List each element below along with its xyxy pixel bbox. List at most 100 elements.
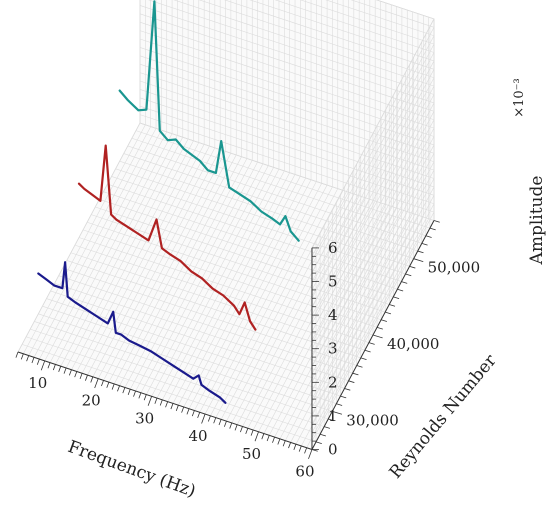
grid-line-back-z bbox=[139, 47, 435, 146]
y-tick-mark bbox=[397, 288, 404, 292]
x-axis-title: Frequency (Hz) bbox=[65, 437, 198, 502]
grid-line-side-z bbox=[311, 186, 435, 417]
x-tick-mark bbox=[181, 406, 185, 413]
y-tick-mark bbox=[413, 258, 424, 262]
x-tick-mark bbox=[254, 431, 259, 442]
grid-line-side-z bbox=[311, 144, 435, 375]
x-tick-mark bbox=[36, 358, 40, 365]
z-tick-label: 1 bbox=[328, 407, 338, 425]
grid-line-floor-y bbox=[115, 168, 410, 267]
x-tick-mark bbox=[165, 401, 169, 408]
x-tick-label: 60 bbox=[295, 463, 314, 481]
y-tick-mark bbox=[360, 357, 367, 361]
grid-line-side-z bbox=[311, 43, 435, 274]
x-tick-mark bbox=[90, 376, 94, 383]
grid-line-floor-y bbox=[135, 130, 431, 229]
x-tick-label: 20 bbox=[82, 392, 101, 410]
grid-line-back-z bbox=[139, 89, 435, 188]
x-tick-mark bbox=[58, 366, 62, 372]
x-tick-mark bbox=[266, 435, 270, 442]
x-tick-mark bbox=[175, 405, 179, 411]
grid-line-floor-y bbox=[21, 344, 317, 443]
grid-line-back-z bbox=[139, 105, 435, 205]
y-tick-mark bbox=[385, 311, 392, 315]
x-tick-mark bbox=[79, 373, 83, 380]
x-tick-mark bbox=[117, 385, 120, 392]
y-tick-mark bbox=[433, 220, 440, 223]
grid-line-floor-y bbox=[95, 206, 390, 305]
grid-line-back-z bbox=[274, 0, 435, 53]
x-axis-line bbox=[17, 351, 313, 450]
grid-line-back-z bbox=[300, 0, 435, 45]
y-tick-mark bbox=[372, 334, 383, 339]
x-tick-mark bbox=[85, 374, 88, 381]
x-tick-mark bbox=[127, 389, 131, 396]
grid-line-side-z bbox=[311, 27, 435, 257]
z-tick-label: 3 bbox=[328, 340, 338, 358]
x-tick-mark bbox=[133, 390, 136, 397]
grid-line-side-z bbox=[311, 69, 435, 299]
grid-line-back-z bbox=[139, 38, 435, 137]
grid-line-back-z bbox=[139, 13, 435, 112]
x-tick-mark bbox=[288, 442, 291, 449]
x-tick-mark bbox=[272, 436, 275, 443]
grid-line-floor-y bbox=[82, 229, 378, 328]
grid-line-side-z bbox=[311, 77, 435, 307]
z-tick-label: 2 bbox=[328, 373, 338, 391]
grid-line-back-z bbox=[139, 55, 435, 154]
y-tick-mark bbox=[376, 327, 383, 330]
grid-line-floor-y bbox=[62, 267, 357, 366]
grid-line-floor-y bbox=[119, 160, 414, 259]
x-tick-mark bbox=[106, 382, 110, 388]
y-tick-mark bbox=[364, 349, 371, 353]
y-tick-mark bbox=[421, 243, 428, 246]
x-tick-mark bbox=[223, 421, 227, 427]
x-tick-mark bbox=[197, 412, 201, 419]
y-tick-mark bbox=[389, 304, 396, 307]
grid-line-side-z bbox=[311, 60, 435, 291]
grid-line-floor-y bbox=[127, 145, 422, 244]
z-axis-multiplier: ×10⁻³ bbox=[512, 78, 527, 118]
grid-line-floor-y bbox=[87, 221, 382, 321]
x-tick-mark bbox=[218, 419, 222, 426]
grid-line-floor-y bbox=[50, 290, 345, 389]
series-line-40000 bbox=[77, 144, 257, 331]
x-tick-mark bbox=[234, 424, 238, 431]
grid-line-back-z bbox=[139, 122, 435, 221]
grid-line-side-z bbox=[311, 127, 435, 358]
x-tick-mark bbox=[147, 396, 152, 406]
grid-line-back-z bbox=[375, 0, 435, 20]
x-tick-mark bbox=[277, 438, 281, 445]
grid-line-floor-y bbox=[54, 283, 349, 382]
y-tick-mark bbox=[417, 250, 424, 254]
z-axis-title: Amplitude bbox=[527, 176, 547, 266]
z-tick-label: 5 bbox=[328, 273, 338, 291]
grid-line-side-z bbox=[311, 102, 435, 333]
grid-line-back-z bbox=[224, 0, 435, 70]
x-tick-mark bbox=[240, 426, 243, 433]
grid-line-floor-y bbox=[78, 237, 374, 336]
y-tick-mark bbox=[356, 365, 363, 368]
x-tick-mark bbox=[52, 364, 56, 371]
y-tick-mark bbox=[380, 319, 387, 322]
grid-line-side-z bbox=[311, 85, 435, 316]
tick-marks bbox=[15, 220, 440, 460]
y-tick-mark bbox=[401, 281, 408, 284]
y-tick-label: 40,000 bbox=[387, 335, 440, 353]
x-tick-mark bbox=[201, 413, 206, 424]
grid-line-back-z bbox=[249, 0, 435, 62]
grid-line-side-z bbox=[311, 18, 435, 249]
grid-line-side-z bbox=[311, 94, 435, 324]
series-line-50000 bbox=[118, 0, 300, 242]
grid-line-side-z bbox=[311, 153, 435, 383]
grid-line-side-z bbox=[311, 35, 435, 265]
grid-line-back-z bbox=[139, 21, 435, 121]
grid-lines bbox=[17, 0, 435, 450]
tick-labels: 10 20 30 40 50 60 30,000 40,000 50,000 0 1 2 3 4 5 6 bbox=[28, 239, 480, 481]
grid-line-side-z bbox=[311, 203, 435, 433]
grid-line-side-z bbox=[311, 52, 435, 282]
grid-line-back-z bbox=[139, 5, 435, 104]
x-tick-label: 40 bbox=[189, 427, 208, 445]
z-tick-label: 4 bbox=[328, 306, 338, 324]
